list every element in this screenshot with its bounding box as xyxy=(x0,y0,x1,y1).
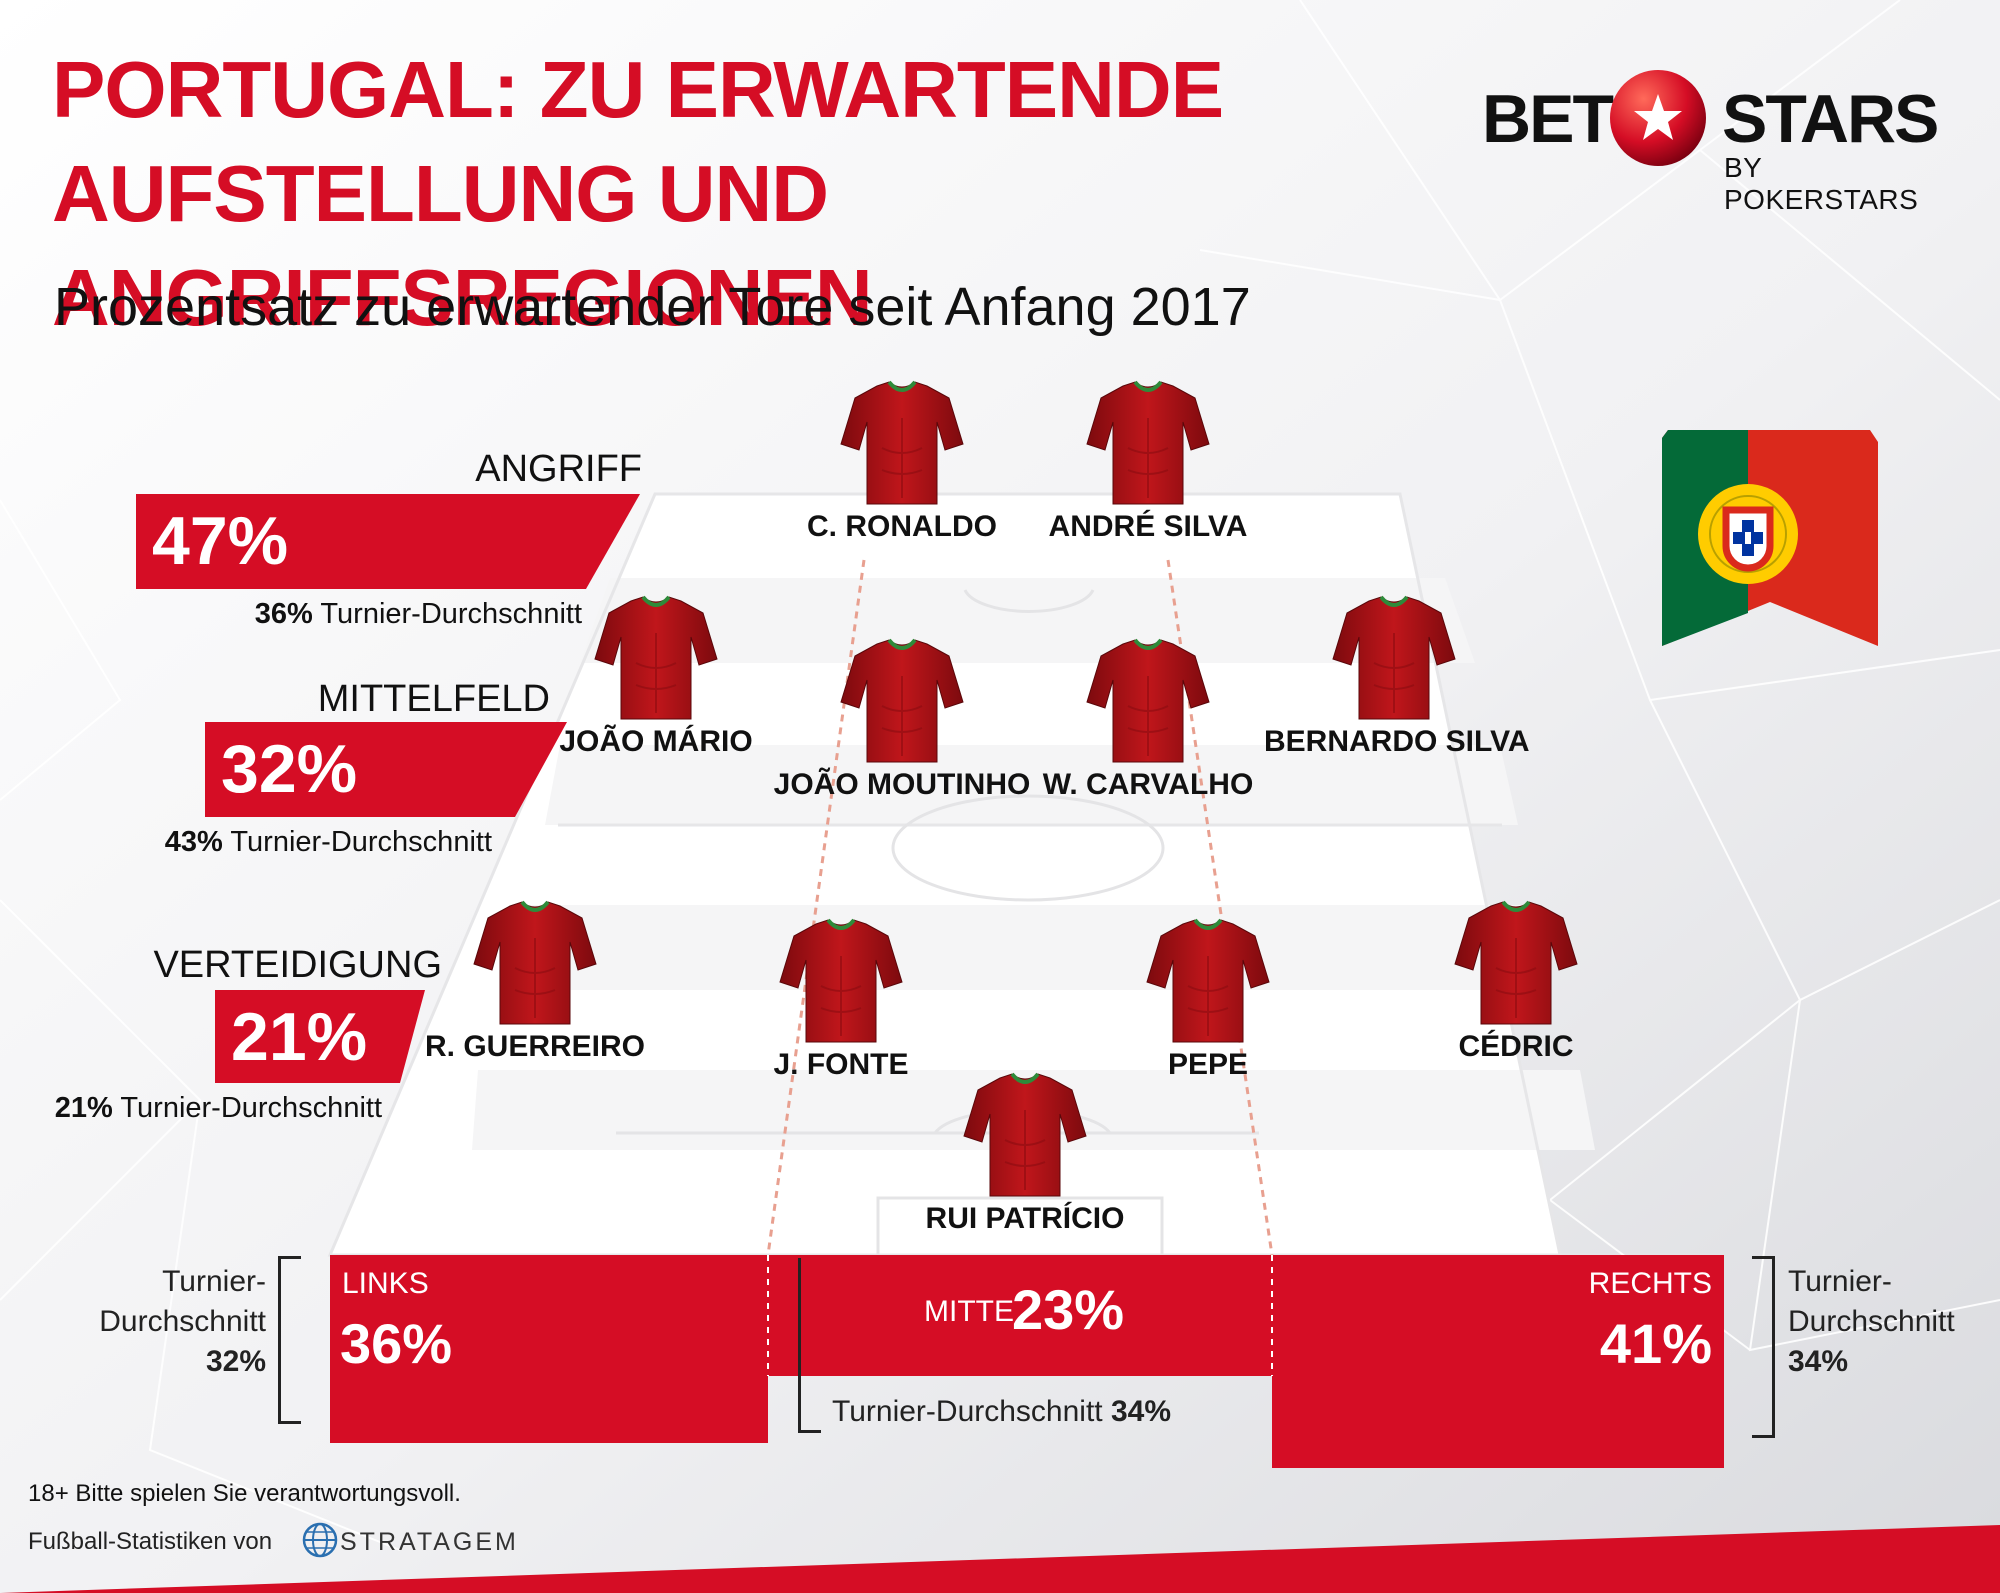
jersey-icon xyxy=(776,916,906,1046)
stratagem-wordmark: STRATAGEM xyxy=(340,1528,519,1556)
logo-byline: BY POKERSTARS xyxy=(1724,152,1919,215)
side-value: 41% xyxy=(1599,1312,1712,1375)
jersey-icon xyxy=(1083,378,1213,508)
avg-value: 34% xyxy=(1110,1395,1172,1428)
disclaimer: 18+ Bitte spielen Sie verantwortungsvoll… xyxy=(28,1480,461,1507)
portugal-flag-icon xyxy=(1662,430,1878,646)
bracket-links xyxy=(278,1256,301,1424)
player-c-ronaldo: C. RONALDO xyxy=(772,378,1032,544)
side-label: LINKS xyxy=(342,1267,429,1300)
player-joao-mario: JOÃO MÁRIO xyxy=(526,593,786,759)
logo-bet: BET xyxy=(1482,81,1614,157)
stratagem-globe-icon xyxy=(302,1522,338,1558)
page-title: PORTUGAL: ZU ERWARTENDE AUFSTELLUNG UND … xyxy=(52,38,1492,350)
zone-value-text: 47% xyxy=(152,503,289,579)
side-value: 36% xyxy=(340,1312,453,1375)
bracket-mitte xyxy=(798,1258,821,1433)
jersey-icon xyxy=(1329,593,1459,723)
jersey-icon xyxy=(1451,898,1581,1028)
jersey-icon xyxy=(1143,916,1273,1046)
player-pepe: PEPE xyxy=(1078,916,1338,1082)
zone-avg-verteidigung: 21% Turnier-Durchschnitt xyxy=(40,1092,382,1125)
zone-value-text: 32% xyxy=(221,731,358,807)
player-name: JOÃO MÁRIO xyxy=(559,725,753,758)
zone-avg-value: 36% xyxy=(254,598,313,630)
avg-line: Durchschnitt xyxy=(99,1305,266,1338)
jersey-icon xyxy=(837,636,967,766)
zone-avg-angriff: 36% Turnier-Durchschnitt xyxy=(150,598,582,631)
zone-label-verteidigung: VERTEIDIGUNG xyxy=(153,944,442,986)
title-line-1: PORTUGAL: ZU ERWARTENDE xyxy=(52,45,1224,134)
zone-bar-mittelfeld xyxy=(205,722,567,817)
logo-stars: STARS xyxy=(1722,81,1939,157)
subtitle: Prozentsatz zu erwartender Tore seit Anf… xyxy=(54,277,1251,337)
zone-avg-text: Turnier-Durchschnitt xyxy=(230,826,492,858)
player-name: CÉDRIC xyxy=(1458,1030,1574,1063)
title-line-2: AUFSTELLUNG UND ANGRIFFSREGIONEN xyxy=(52,149,873,342)
jersey-icon xyxy=(470,898,600,1028)
player-name: JOÃO MOUTINHO xyxy=(773,768,1031,801)
side-box-mitte: MITTE 23% xyxy=(768,1255,1272,1376)
avg-line: Durchschnitt xyxy=(1788,1305,1955,1338)
avg-links: Turnier- Durchschnitt 32% xyxy=(60,1262,266,1382)
avg-value: 32% xyxy=(205,1345,266,1378)
zone-value-angriff: 47% xyxy=(136,494,576,589)
zone-avg-value: 43% xyxy=(164,826,223,858)
player-name: W. CARVALHO xyxy=(1042,768,1254,801)
zone-avg-text: Turnier-Durchschnitt xyxy=(120,1092,382,1124)
avg-text: Turnier-Durchschnitt xyxy=(832,1395,1103,1428)
player-name: J. FONTE xyxy=(773,1048,909,1081)
avg-line: Turnier- xyxy=(162,1265,266,1298)
side-label: RECHTS xyxy=(1588,1267,1712,1300)
mitte-dashed-lines xyxy=(767,1255,1273,1376)
side-box-rechts: RECHTS 41% xyxy=(1272,1255,1724,1468)
avg-value: 34% xyxy=(1788,1345,1849,1378)
avg-mitte: Turnier-Durchschnitt 34% xyxy=(832,1392,1171,1432)
player-name: ANDRÉ SILVA xyxy=(1048,510,1248,543)
betstars-logo: BET STARS BY POKERSTARS xyxy=(1482,68,1939,215)
zone-avg-value: 21% xyxy=(54,1092,113,1124)
jersey-icon xyxy=(591,593,721,723)
jersey-icon xyxy=(1083,636,1213,766)
player-r-guerreiro: R. GUERREIRO xyxy=(405,898,665,1064)
jersey-icon xyxy=(960,1070,1090,1200)
player-name: R. GUERREIRO xyxy=(424,1030,646,1063)
zone-value-mittelfeld: 32% xyxy=(205,722,505,817)
ball-star-icon xyxy=(1610,70,1706,166)
player-cedric: CÉDRIC xyxy=(1386,898,1646,1064)
avg-line: Turnier- xyxy=(1788,1265,1892,1298)
player-joao-moutinho: JOÃO MOUTINHO xyxy=(772,636,1032,802)
player-j-fonte: J. FONTE xyxy=(711,916,971,1082)
zone-label-angriff: ANGRIFF xyxy=(475,448,642,490)
side-value: 23% xyxy=(1012,1278,1125,1341)
bracket-rechts xyxy=(1752,1256,1775,1438)
player-name: PEPE xyxy=(1167,1048,1249,1081)
player-andre-silva: ANDRÉ SILVA xyxy=(1018,378,1278,544)
zone-label-mittelfeld: MITTELFELD xyxy=(317,678,550,720)
player-w-carvalho: W. CARVALHO xyxy=(1018,636,1278,802)
zone-bar-angriff xyxy=(136,494,640,589)
player-name: C. RONALDO xyxy=(807,510,997,543)
player-name: BERNARDO SILVA xyxy=(1264,725,1530,758)
player-bernardo-silva: BERNARDO SILVA xyxy=(1264,593,1530,759)
player-rui-patricio: RUI PATRÍCIO xyxy=(895,1070,1155,1236)
side-label: MITTE xyxy=(924,1295,1014,1328)
player-name: RUI PATRÍCIO xyxy=(925,1202,1125,1235)
zone-avg-mittelfeld: 43% Turnier-Durchschnitt xyxy=(80,826,492,859)
side-box-links: LINKS 36% xyxy=(330,1255,768,1443)
stats-credit: Fußball-Statistiken von xyxy=(28,1528,273,1555)
jersey-icon xyxy=(837,378,967,508)
zone-value-verteidigung: 21% xyxy=(215,990,405,1083)
zone-bar-verteidigung xyxy=(215,990,425,1083)
zone-avg-text: Turnier-Durchschnitt xyxy=(320,598,582,630)
zone-value-text: 21% xyxy=(231,999,368,1075)
avg-rechts: Turnier- Durchschnitt 34% xyxy=(1788,1262,1988,1382)
